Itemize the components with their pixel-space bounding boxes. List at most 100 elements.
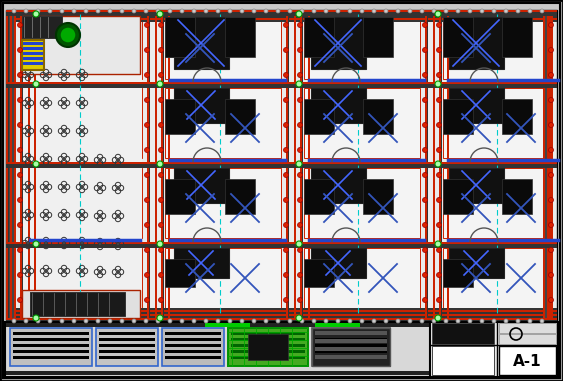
Circle shape — [548, 147, 553, 152]
Circle shape — [159, 197, 163, 202]
Bar — [165, 356, 221, 359]
Circle shape — [96, 319, 100, 323]
Circle shape — [63, 130, 65, 132]
Circle shape — [360, 9, 364, 13]
Bar — [23, 42, 43, 45]
Bar — [6, 318, 557, 320]
Bar — [502, 17, 532, 57]
Circle shape — [284, 98, 288, 102]
Circle shape — [504, 9, 508, 13]
Bar — [13, 344, 89, 347]
Bar — [545, 10, 547, 320]
Bar — [231, 350, 305, 353]
Bar — [6, 323, 557, 327]
Circle shape — [284, 72, 288, 77]
Circle shape — [284, 48, 288, 53]
Bar — [13, 356, 89, 359]
Circle shape — [548, 48, 553, 53]
Circle shape — [216, 9, 220, 13]
Bar — [12, 10, 14, 320]
Circle shape — [56, 23, 80, 47]
Bar — [304, 259, 334, 287]
Circle shape — [132, 319, 136, 323]
Circle shape — [297, 248, 302, 253]
Bar — [165, 179, 195, 214]
Bar — [499, 323, 556, 333]
Bar — [23, 47, 43, 50]
Circle shape — [24, 9, 28, 13]
Circle shape — [296, 241, 302, 247]
Circle shape — [132, 9, 136, 13]
Circle shape — [12, 9, 16, 13]
Circle shape — [99, 159, 101, 161]
Circle shape — [72, 319, 76, 323]
Bar — [315, 347, 387, 351]
Circle shape — [284, 123, 288, 128]
Circle shape — [548, 123, 553, 128]
Bar — [168, 10, 169, 320]
Bar — [99, 344, 155, 347]
Bar — [304, 248, 420, 314]
Circle shape — [33, 241, 39, 247]
Bar — [22, 16, 62, 38]
Circle shape — [120, 319, 124, 323]
Circle shape — [297, 98, 302, 102]
Circle shape — [284, 22, 288, 27]
Circle shape — [48, 9, 52, 13]
Circle shape — [157, 81, 163, 87]
Circle shape — [436, 22, 441, 27]
Circle shape — [372, 319, 376, 323]
Circle shape — [436, 48, 441, 53]
Circle shape — [145, 98, 150, 102]
Circle shape — [17, 98, 23, 102]
Bar — [502, 99, 532, 134]
Circle shape — [384, 9, 388, 13]
Circle shape — [435, 315, 441, 321]
Bar — [543, 10, 545, 320]
Bar — [499, 346, 556, 375]
Bar — [6, 16, 557, 18]
Circle shape — [27, 102, 29, 104]
Circle shape — [192, 9, 196, 13]
Circle shape — [360, 319, 364, 323]
Circle shape — [408, 319, 412, 323]
Circle shape — [45, 102, 47, 104]
Bar — [6, 244, 557, 245]
Circle shape — [81, 74, 83, 76]
Bar — [443, 179, 473, 214]
Circle shape — [117, 159, 119, 161]
Circle shape — [60, 27, 76, 43]
Bar — [502, 179, 532, 214]
Circle shape — [17, 173, 23, 178]
Bar — [165, 17, 195, 57]
Circle shape — [436, 272, 441, 277]
Circle shape — [180, 319, 184, 323]
Circle shape — [540, 319, 544, 323]
Bar — [304, 99, 334, 134]
Circle shape — [63, 158, 65, 160]
Circle shape — [228, 319, 232, 323]
Bar — [549, 10, 551, 320]
Bar — [315, 323, 360, 327]
Circle shape — [296, 315, 302, 321]
Circle shape — [204, 9, 208, 13]
Bar — [288, 10, 289, 320]
Circle shape — [492, 9, 496, 13]
Circle shape — [436, 98, 441, 102]
Circle shape — [45, 270, 47, 272]
Circle shape — [240, 319, 244, 323]
Circle shape — [408, 9, 412, 13]
Circle shape — [72, 9, 76, 13]
Circle shape — [117, 215, 119, 217]
Bar — [6, 316, 557, 318]
Circle shape — [297, 72, 302, 77]
Circle shape — [157, 11, 163, 17]
Bar — [547, 10, 549, 320]
Circle shape — [436, 147, 441, 152]
Circle shape — [528, 319, 532, 323]
Bar — [231, 344, 305, 347]
Bar — [174, 168, 229, 203]
Bar — [6, 84, 557, 85]
Circle shape — [33, 81, 39, 87]
Bar — [228, 328, 308, 366]
